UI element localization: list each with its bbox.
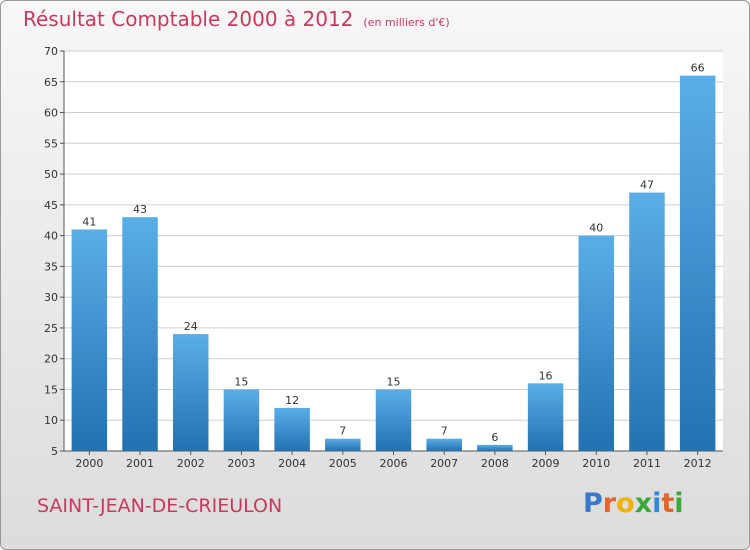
y-tick-label: 25 <box>44 322 58 335</box>
bar-2004 <box>274 407 310 451</box>
y-tick-label: 5 <box>51 445 58 458</box>
bar-2009 <box>527 383 564 451</box>
bars <box>71 75 716 452</box>
logo-letter: t <box>661 488 675 519</box>
value-label-2006: 15 <box>387 375 401 388</box>
value-label-2003: 15 <box>234 375 248 388</box>
x-tick-label-2000: 2000 <box>75 457 103 470</box>
bar-2008 <box>477 444 513 451</box>
logo-letter: o <box>616 488 635 519</box>
y-tick-label: 45 <box>44 199 58 212</box>
x-tick-label-2008: 2008 <box>481 457 509 470</box>
value-label-2005: 7 <box>339 425 346 438</box>
bar-2010 <box>578 235 615 451</box>
proxiti-logo[interactable]: Proxiti <box>583 488 684 519</box>
y-tick-label: 70 <box>44 45 58 58</box>
bar-2011 <box>629 192 665 452</box>
y-tick-label: 65 <box>44 76 58 89</box>
bar-2007 <box>426 438 462 451</box>
value-label-2007: 7 <box>441 425 448 438</box>
x-tick-label-2011: 2011 <box>633 457 661 470</box>
chart-subtitle: (en milliers d'€) <box>363 16 450 29</box>
y-tick-label: 50 <box>44 168 58 181</box>
commune-name: SAINT-JEAN-DE-CRIEULON <box>37 495 283 517</box>
bar-2012 <box>679 75 716 451</box>
x-tick-label-2003: 2003 <box>227 457 255 470</box>
y-tick-label: 40 <box>44 230 58 243</box>
y-tick-label: 10 <box>44 414 58 427</box>
value-label-2000: 41 <box>82 215 96 228</box>
logo-letter: i <box>652 488 662 519</box>
value-label-2009: 16 <box>539 369 553 382</box>
value-label-2004: 12 <box>285 394 299 407</box>
value-label-2001: 43 <box>133 203 147 216</box>
y-tick-label: 30 <box>44 291 58 304</box>
bar-2001 <box>122 217 158 451</box>
bar-2003 <box>223 389 260 451</box>
value-label-2011: 47 <box>640 179 654 192</box>
logo-letter: r <box>602 488 617 519</box>
value-label-2012: 66 <box>691 62 705 75</box>
bar-2005 <box>325 438 361 451</box>
x-tick-label-2007: 2007 <box>430 457 458 470</box>
x-tick-label-2012: 2012 <box>684 457 712 470</box>
y-tick-label: 20 <box>44 353 58 366</box>
x-tick-label-2004: 2004 <box>278 457 306 470</box>
x-tick-label-2002: 2002 <box>177 457 205 470</box>
value-label-2002: 24 <box>184 320 198 333</box>
bar-2000 <box>71 229 108 451</box>
x-tick-label-2006: 2006 <box>380 457 408 470</box>
logo-letter: P <box>583 488 603 519</box>
bar-2002 <box>172 334 209 451</box>
value-label-2010: 40 <box>589 222 603 235</box>
chart-title: Résultat Comptable 2000 à 2012 (en millie… <box>23 7 450 31</box>
x-tick-label-2010: 2010 <box>582 457 610 470</box>
y-tick-label: 15 <box>44 383 58 396</box>
x-tick-label-2009: 2009 <box>532 457 560 470</box>
value-label-2008: 6 <box>491 431 498 444</box>
logo-letter: x <box>634 488 653 519</box>
y-tick-label: 35 <box>44 260 58 273</box>
labels: 5 10 15 20 25 30 35 40 45 50 55 60 65 70 41 2000 43 2001 2… <box>44 45 712 470</box>
chart-title-text: Résultat Comptable 2000 à 2012 <box>23 7 354 31</box>
x-tick-label-2005: 2005 <box>329 457 357 470</box>
logo-letter: i <box>674 488 684 519</box>
y-tick-label: 55 <box>44 137 58 150</box>
x-tick-label-2001: 2001 <box>126 457 154 470</box>
bar-2006 <box>375 389 412 451</box>
y-tick-label: 60 <box>44 107 58 120</box>
